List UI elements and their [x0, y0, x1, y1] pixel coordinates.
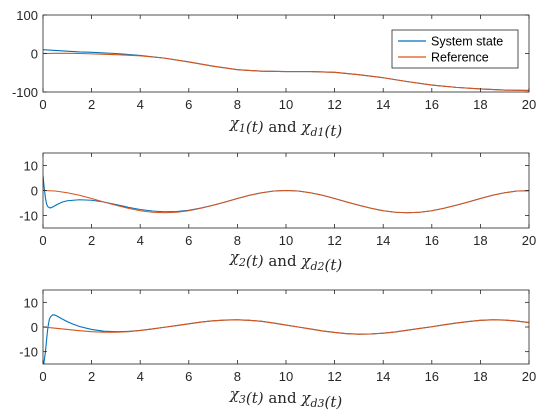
y-tick-label: 0	[31, 184, 38, 199]
legend: System state Reference	[391, 29, 519, 69]
x-tick-label: 2	[88, 97, 95, 112]
x-tick-label: 6	[185, 369, 192, 384]
x-axis-label: χ1(t) and χd1(t)	[229, 114, 343, 140]
x-tick-label: 20	[522, 233, 536, 248]
x-tick-label: 2	[88, 233, 95, 248]
x-tick-label: 20	[522, 369, 536, 384]
x-tick-label: 18	[473, 369, 487, 384]
x-tick-label: 12	[327, 369, 341, 384]
x-tick-label: 10	[279, 97, 293, 112]
legend-box	[391, 29, 519, 69]
y-tick-label: 0	[31, 47, 38, 62]
x-tick-label: 4	[137, 97, 144, 112]
x-axis-label: χ3(t) and χd3(t)	[229, 385, 343, 411]
x-tick-label: 0	[39, 369, 46, 384]
x-tick-label: 16	[425, 233, 439, 248]
x-tick-label: 20	[522, 97, 536, 112]
x-tick-label: 8	[234, 97, 241, 112]
x-axis-label: χ2(t) and χd2(t)	[229, 248, 343, 274]
reference-line-1	[43, 52, 529, 92]
x-tick-label: 4	[137, 233, 144, 248]
y-tick-label: 10	[24, 159, 38, 174]
x-tick-label: 6	[185, 233, 192, 248]
x-tick-label: 16	[425, 369, 439, 384]
x-tick-label: 0	[39, 233, 46, 248]
y-tick-label: 10	[24, 295, 38, 310]
x-tick-label: 12	[327, 233, 341, 248]
x-tick-label: 8	[234, 369, 241, 384]
x-tick-label: 18	[473, 233, 487, 248]
legend-entry: Reference	[431, 51, 489, 65]
x-tick-label: 2	[88, 369, 95, 384]
x-tick-label: 8	[234, 233, 241, 248]
legend-entry: System state	[431, 35, 503, 49]
x-tick-label: 14	[376, 369, 390, 384]
y-tick-label: -10	[19, 345, 38, 360]
y-tick-label: 100	[16, 8, 38, 23]
x-tick-label: 12	[327, 97, 341, 112]
reference-line-2	[43, 189, 529, 214]
x-tick-label: 6	[185, 97, 192, 112]
y-tick-label: -10	[19, 209, 38, 224]
x-tick-label: 14	[376, 97, 390, 112]
y-tick-label: 0	[31, 320, 38, 335]
x-tick-label: 16	[425, 97, 439, 112]
x-tick-label: 18	[473, 97, 487, 112]
reference-line-3	[43, 319, 529, 335]
x-tick-label: 0	[39, 97, 46, 112]
x-tick-label: 4	[137, 369, 144, 384]
y-tick-label: -100	[12, 85, 38, 100]
x-tick-label: 10	[279, 233, 293, 248]
x-tick-label: 10	[279, 369, 293, 384]
x-tick-label: 14	[376, 233, 390, 248]
